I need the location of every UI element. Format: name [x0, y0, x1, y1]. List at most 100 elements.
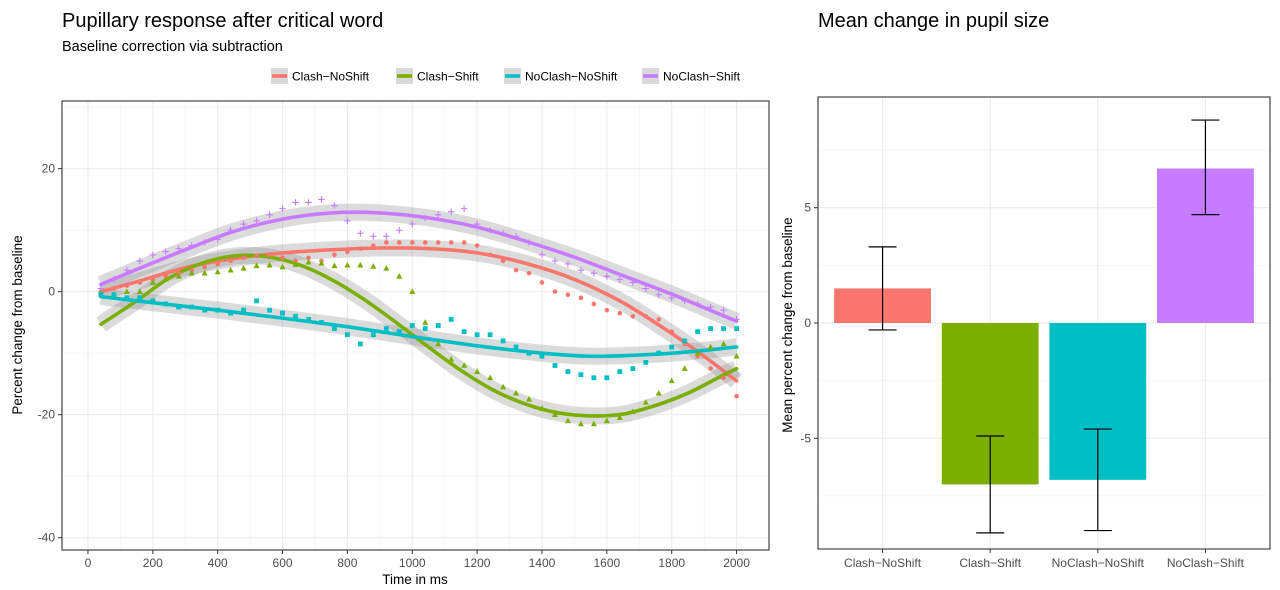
line-chart-grid: [62, 101, 769, 550]
x-tick-label: 1800: [658, 556, 685, 570]
point-noclash-noshift: [241, 307, 247, 313]
y-tick-label: 5: [804, 201, 811, 215]
legend-item-clash-noshift: Clash−NoShift: [271, 68, 370, 84]
bar-chart-axes: -5 0 5 Clash−NoShift Clash−Shift NoClash−NoSh…: [800, 201, 1244, 570]
point-clash-noshift: [124, 283, 130, 288]
point-noclash-noshift: [163, 301, 169, 307]
point-clash-noshift: [487, 252, 493, 258]
point-noclash-noshift: [591, 375, 597, 381]
point-noclash-noshift: [396, 329, 402, 335]
point-noclash-noshift: [513, 344, 519, 350]
point-clash-shift: [487, 374, 494, 381]
point-clash-shift: [188, 269, 195, 276]
point-clash-noshift: [293, 258, 298, 264]
point-clash-shift: [616, 414, 623, 421]
point-noclash-noshift: [474, 332, 480, 338]
point-noclash-shift: [214, 236, 221, 243]
point-noclash-shift: [136, 257, 144, 265]
point-noclash-noshift: [306, 316, 311, 322]
point-noclash-noshift: [487, 332, 493, 338]
point-clash-noshift: [332, 252, 337, 258]
point-clash-noshift: [267, 252, 272, 258]
point-clash-shift: [538, 405, 545, 411]
point-clash-shift: [422, 319, 429, 325]
x-tick-label: NoClash−NoShift: [1052, 556, 1145, 570]
point-clash-shift: [629, 408, 636, 414]
x-tick-label: 200: [143, 556, 163, 570]
error-bar-noclash-noshift: [1083, 428, 1112, 532]
x-tick-label: 1000: [399, 556, 426, 570]
point-noclash-shift: [305, 199, 312, 206]
point-noclash-noshift: [708, 326, 714, 331]
point-noclash-noshift: [215, 307, 221, 313]
point-clash-noshift: [643, 313, 649, 319]
point-noclash-shift: [512, 233, 520, 240]
point-noclash-noshift: [539, 353, 545, 359]
point-noclash-shift: [253, 217, 260, 225]
point-noclash-shift: [655, 291, 662, 298]
point-clash-shift: [162, 276, 169, 282]
point-noclash-noshift: [448, 316, 454, 322]
point-noclash-shift: [292, 199, 299, 206]
point-noclash-shift: [525, 239, 533, 246]
point-noclash-shift: [110, 276, 118, 283]
point-noclash-noshift: [267, 307, 272, 313]
point-noclash-noshift: [176, 304, 182, 310]
line-chart-axes: 0 200 400 600 800 1000 1200 1400 1600 1800 2000-40…: [38, 162, 751, 570]
point-clash-shift: [409, 288, 416, 294]
point-clash-noshift: [669, 329, 675, 334]
point-noclash-shift: [603, 273, 611, 280]
point-noclash-noshift: [617, 369, 623, 375]
point-clash-noshift: [513, 267, 519, 273]
point-clash-noshift: [280, 255, 285, 261]
x-tick-label: Clash−NoShift: [844, 556, 922, 570]
point-clash-noshift: [448, 240, 454, 245]
point-clash-shift: [370, 263, 377, 269]
point-noclash-noshift: [435, 323, 441, 328]
point-clash-noshift: [734, 393, 739, 399]
point-clash-noshift: [111, 286, 117, 291]
point-clash-noshift: [358, 246, 363, 251]
point-clash-noshift: [656, 317, 662, 322]
error-bar-clash-noshift: [868, 246, 897, 331]
point-clash-shift: [590, 420, 597, 427]
point-noclash-noshift: [189, 304, 195, 310]
point-noclash-shift: [422, 214, 429, 222]
line-clash-shift: [99, 253, 739, 418]
point-clash-shift: [279, 263, 286, 270]
legend-item-clash-shift: Clash−Shift: [396, 68, 479, 84]
point-clash-noshift: [409, 240, 415, 245]
point-noclash-noshift: [124, 295, 130, 301]
line-chart-xlabel: Time in ms: [382, 572, 448, 587]
point-noclash-noshift: [332, 326, 337, 331]
point-clash-shift: [733, 352, 740, 359]
bar-chart-title: Mean change in pupil size: [818, 10, 1049, 32]
point-clash-shift: [175, 272, 182, 279]
error-bar-clash-shift: [976, 435, 1005, 534]
point-noclash-noshift: [552, 363, 558, 368]
point-noclash-noshift: [643, 360, 649, 365]
point-noclash-shift: [486, 226, 494, 234]
point-noclash-noshift: [409, 323, 415, 328]
point-noclash-noshift: [422, 326, 428, 331]
point-noclash-shift: [318, 196, 325, 203]
y-tick-label: 0: [48, 285, 55, 299]
point-clash-shift: [707, 343, 714, 350]
point-clash-noshift: [539, 280, 545, 285]
point-noclash-shift: [344, 217, 351, 225]
bar-chart-panel: [817, 96, 1271, 550]
point-clash-shift: [526, 396, 533, 402]
point-noclash-noshift: [344, 332, 350, 338]
y-tick-label: -40: [38, 531, 56, 545]
point-clash-noshift: [215, 261, 220, 267]
legend: Clash−NoShift Clash−Shift NoClash−NoShift N…: [271, 68, 741, 84]
x-tick-label: 1400: [529, 556, 556, 570]
point-clash-noshift: [345, 249, 350, 254]
point-noclash-noshift: [682, 338, 688, 344]
legend-label: Clash−Shift: [417, 70, 479, 84]
point-noclash-noshift: [630, 366, 636, 371]
error-bar-noclash-shift: [1191, 119, 1220, 216]
point-noclash-shift: [733, 316, 740, 323]
point-noclash-noshift: [656, 350, 662, 356]
